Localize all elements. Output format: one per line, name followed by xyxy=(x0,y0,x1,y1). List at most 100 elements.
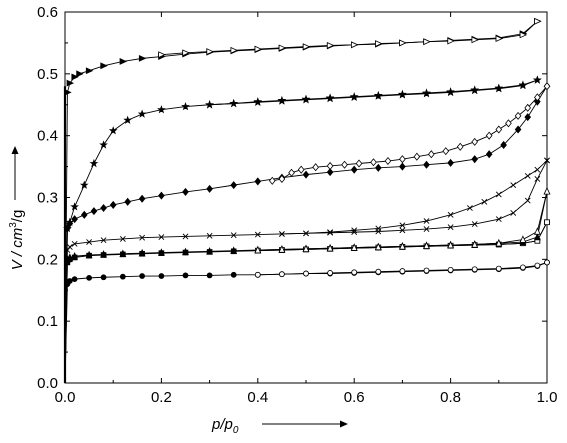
marker-circle xyxy=(206,272,213,279)
marker-circle xyxy=(278,271,285,278)
marker-circle xyxy=(86,274,92,281)
y-label-post: /g xyxy=(9,210,26,223)
marker-circle xyxy=(544,259,550,266)
marker-x xyxy=(182,233,189,240)
marker-triangle-up xyxy=(119,249,127,257)
x-label-main: p/p xyxy=(211,416,233,433)
marker-diamond xyxy=(268,176,276,185)
series-line-desorption xyxy=(257,222,548,252)
marker-triangle-up xyxy=(471,240,479,248)
marker-diamond xyxy=(495,125,503,134)
marker-x xyxy=(544,157,550,164)
marker-triangle-right xyxy=(119,58,128,65)
marker-star xyxy=(89,158,99,168)
marker-circle xyxy=(495,265,502,272)
y-axis-arrow xyxy=(11,146,19,200)
y-tick-label: 0.1 xyxy=(37,313,58,330)
marker-star xyxy=(108,126,118,135)
marker-diamond xyxy=(138,194,146,203)
marker-diamond xyxy=(109,200,117,209)
marker-x xyxy=(534,166,541,173)
x-tick-label: 0.4 xyxy=(247,389,268,406)
marker-triangle-up xyxy=(398,242,406,250)
marker-diamond xyxy=(288,168,295,177)
y-tick-label: 0.2 xyxy=(37,251,58,268)
marker-triangle-up xyxy=(533,232,541,241)
marker-diamond xyxy=(341,160,348,169)
marker-triangle-right xyxy=(278,44,287,52)
series-circle xyxy=(64,259,550,384)
y-tick-label: 0.5 xyxy=(37,66,58,83)
y-tick-label: 0.4 xyxy=(37,128,58,145)
y-label-sup: 3 xyxy=(8,222,19,228)
marker-triangle-up xyxy=(423,241,430,249)
series-line-adsorption xyxy=(64,191,548,384)
marker-circle xyxy=(71,276,78,283)
marker-circle xyxy=(254,271,261,278)
marker-diamond xyxy=(182,187,189,196)
marker-star xyxy=(325,93,335,103)
marker-diamond xyxy=(399,162,406,171)
marker-triangle-up xyxy=(374,242,382,251)
marker-triangle-up xyxy=(100,250,107,258)
marker-x xyxy=(510,182,517,189)
marker-diamond xyxy=(326,161,334,170)
marker-diamond xyxy=(534,93,541,102)
marker-diamond xyxy=(124,197,131,206)
marker-diamond xyxy=(485,131,493,140)
series-line-desorption xyxy=(161,20,538,56)
marker-diamond xyxy=(66,219,74,228)
marker-diamond xyxy=(534,97,541,106)
marker-circle xyxy=(182,272,189,279)
marker-x xyxy=(399,222,406,229)
y-tick-label: 0.0 xyxy=(37,375,58,392)
x-axis-arrow xyxy=(262,420,348,428)
marker-diamond xyxy=(428,150,435,159)
x-tick-label: 1.0 xyxy=(537,389,558,406)
marker-triangle-right xyxy=(423,38,431,46)
series-line-desorption xyxy=(257,262,548,276)
marker-star xyxy=(470,85,480,95)
marker-triangle-up xyxy=(519,235,527,243)
series-line-adsorption xyxy=(64,85,548,384)
marker-star xyxy=(301,95,311,104)
marker-diamond xyxy=(370,158,377,167)
marker-triangle-right xyxy=(158,51,166,59)
marker-star xyxy=(494,84,504,93)
marker-x xyxy=(399,227,406,234)
marker-x xyxy=(254,231,261,238)
marker-triangle-up xyxy=(350,243,358,251)
marker-triangle-right xyxy=(66,79,75,87)
marker-x xyxy=(375,225,382,232)
x-tick-label: 0.0 xyxy=(55,389,76,406)
marker-diamond xyxy=(254,177,262,186)
marker-diamond xyxy=(278,174,286,183)
series-triangle-right xyxy=(64,17,542,384)
plot-border xyxy=(64,11,548,384)
marker-x xyxy=(100,237,107,244)
x-tick-label: 0.2 xyxy=(151,389,172,406)
marker-diamond xyxy=(297,165,305,174)
marker-triangle-up xyxy=(302,244,310,253)
marker-x xyxy=(351,227,358,234)
marker-diamond xyxy=(524,113,532,122)
marker-triangle-right xyxy=(85,67,94,75)
marker-triangle-up xyxy=(326,243,334,252)
plot-frame xyxy=(64,11,548,384)
marker-x xyxy=(471,221,478,228)
marker-x xyxy=(327,229,334,236)
marker-x xyxy=(447,211,454,218)
marker-triangle-up xyxy=(71,251,79,260)
marker-x xyxy=(481,198,488,205)
marker-star xyxy=(253,97,263,106)
marker-circle xyxy=(399,268,406,274)
marker-star xyxy=(398,90,407,99)
marker-diamond xyxy=(423,160,430,169)
y-axis-label: V / cm3/g xyxy=(8,210,26,271)
marker-x xyxy=(278,231,285,237)
marker-star xyxy=(181,102,190,111)
svg-text:V / cm3/g: V / cm3/g xyxy=(8,210,26,271)
marker-star xyxy=(79,180,89,189)
series-line-adsorption xyxy=(64,79,538,384)
